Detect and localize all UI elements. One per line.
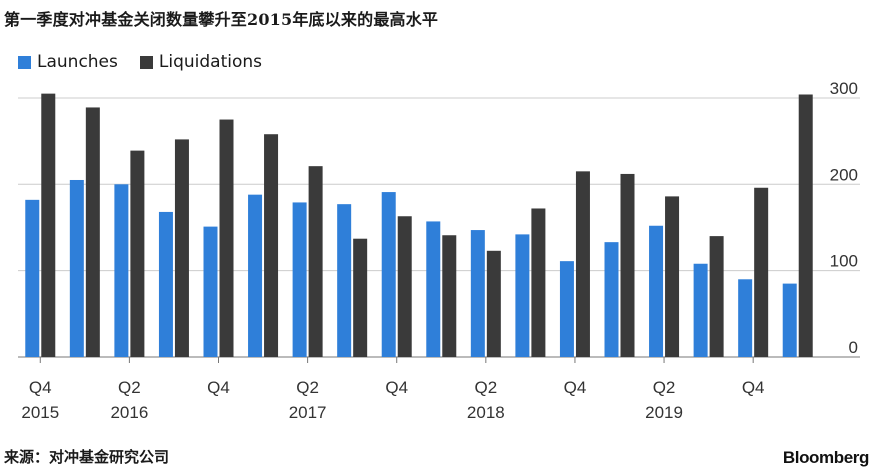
bar-liquidations [754,187,769,357]
bar-launches [25,199,40,357]
bar-liquidations [442,235,457,357]
x-tick-label: Q4 [564,378,587,397]
x-tick-label: Q2 [474,378,497,397]
bar-liquidations [219,119,234,358]
legend-item-launches: Launches [18,52,118,72]
bar-launches [248,194,263,357]
bar-liquidations [353,238,368,357]
legend: Launches Liquidations [18,52,284,72]
x-tick-year-label: 2018 [467,403,505,422]
bloomberg-logo: Bloomberg [782,448,870,467]
bar-liquidations [85,107,100,357]
x-tick-label: Q2 [296,378,319,397]
y-tick-label: 300 [830,79,858,98]
bar-launches [649,225,664,357]
y-tick-label: 100 [830,252,858,271]
bar-launches [158,211,173,357]
legend-label-launches: Launches [37,52,118,72]
bar-liquidations [620,173,635,357]
legend-label-liquidations: Liquidations [158,52,262,72]
bar-liquidations [397,216,412,357]
y-tick-label: 200 [830,165,858,184]
x-tick-label: Q2 [653,378,676,397]
bar-launches [114,184,129,357]
bar-liquidations [575,171,590,357]
x-tick-label: Q2 [118,378,141,397]
x-tick-label: Q4 [207,378,230,397]
bar-launches [782,283,797,357]
bar-launches [515,234,530,357]
bar-launches [559,261,574,357]
legend-item-liquidations: Liquidations [139,52,262,72]
bar-launches [693,263,708,357]
chart-title: 第一季度对冲基金关闭数量攀升至2015年底以来的最高水平 [4,10,439,29]
bar-liquidations [486,250,501,357]
bar-liquidations [41,93,56,357]
bar-launches [69,179,84,357]
bar-launches [604,242,619,357]
bar-chart: 0 100 200 300 Q4 2015 Q2 2016 Q4 Q2 2017 Q4 Q2 2018 Q4… [18,79,860,422]
bar-liquidations [709,236,724,357]
x-tick-label: Q4 [29,378,52,397]
legend-swatch-launches [18,55,31,69]
x-tick-label: Q4 [385,378,408,397]
bar-launches [738,279,753,357]
y-tick-label: 0 [849,338,858,357]
x-tick-label: Q4 [742,378,765,397]
bar-launches [292,202,307,357]
bar-liquidations [798,94,813,357]
bar-liquidations [130,150,145,357]
source-note: 来源：对冲基金研究公司 [4,448,170,466]
x-tick-year-label: 2015 [21,403,59,422]
bar-launches [203,226,218,357]
x-tick-year-label: 2016 [110,403,148,422]
bar-liquidations [174,139,189,357]
x-tick-year-label: 2017 [289,403,327,422]
bar-liquidations [308,166,323,357]
bar-launches [426,221,441,357]
bar-launches [381,192,396,357]
bar-launches [470,230,485,357]
x-tick-year-label: 2019 [645,403,683,422]
bar-liquidations [531,208,546,357]
bar-liquidations [665,196,680,357]
bar-liquidations [264,134,279,357]
bar-launches [337,204,352,357]
legend-swatch-liquidations [139,55,153,69]
